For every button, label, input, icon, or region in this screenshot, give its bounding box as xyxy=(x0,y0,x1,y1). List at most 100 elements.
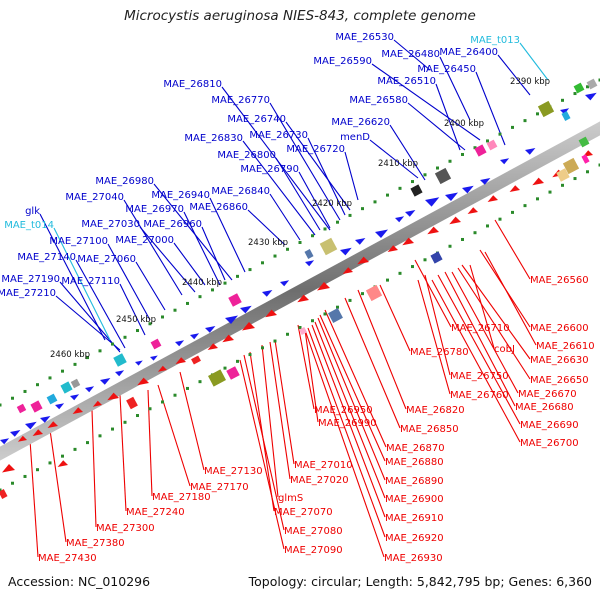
kbp-tick-label: 2390 kbp xyxy=(510,77,550,87)
minus-strand-gene-arrow xyxy=(157,365,167,372)
plus-strand-gene-arrow xyxy=(305,260,315,267)
leader-line xyxy=(424,274,451,376)
feature-box-cyan xyxy=(561,111,571,121)
plus-gene-label: MAE_26860 xyxy=(189,202,248,213)
plus-strand-gene-arrow xyxy=(175,340,185,347)
leader-line xyxy=(494,219,531,280)
tick-dot-outer-minus xyxy=(311,319,314,323)
leader-line xyxy=(209,197,246,273)
tick-dot-outer-plus xyxy=(598,78,600,82)
leader-line xyxy=(91,409,97,528)
minus-gene-label: MAE_26930 xyxy=(384,553,443,564)
leader-line xyxy=(431,279,521,443)
tick-dot-outer-minus xyxy=(0,488,2,492)
feature-box-tan xyxy=(562,157,580,175)
plus-strand-gene-arrow xyxy=(405,210,416,217)
minus-gene-label: MAE_27010 xyxy=(294,460,353,471)
feature-box-gray xyxy=(586,78,598,90)
leader-line xyxy=(311,324,386,518)
tick-dot-outer-plus xyxy=(236,274,239,278)
minus-gene-label: MAE_26680 xyxy=(515,402,574,413)
tick-dot-outer-plus xyxy=(148,322,152,326)
minus-gene-label: MAE_26820 xyxy=(406,405,465,416)
minus-gene-label: MAE_26670 xyxy=(518,389,577,400)
leader-line xyxy=(269,341,291,480)
plus-gene-label: MAE_26790 xyxy=(240,164,299,175)
feature-box-magenta xyxy=(30,400,43,413)
leader-line xyxy=(242,140,316,236)
plus-strand-gene-arrow xyxy=(280,280,290,287)
plus-strand-gene-arrow xyxy=(205,326,216,333)
minus-strand-gene-arrow xyxy=(402,237,414,246)
tick-dot-outer-minus xyxy=(498,217,502,221)
kbp-tick-label: 2450 kbp xyxy=(116,315,156,325)
tick-dot-outer-plus xyxy=(161,315,164,319)
minus-gene-label: MAE_27180 xyxy=(152,492,211,503)
tick-dot-outer-plus xyxy=(423,173,427,177)
tick-dot-outer-minus xyxy=(111,427,114,431)
tick-dot-outer-minus xyxy=(123,420,127,424)
tick-dot-outer-minus xyxy=(198,380,202,384)
feature-box-navy xyxy=(430,251,443,264)
plus-gene-label: MAE_27030 xyxy=(81,219,140,230)
leader-line xyxy=(285,121,351,211)
minus-gene-label: MAE_26950 xyxy=(314,405,373,416)
feature-box-green xyxy=(578,136,590,148)
plus-strand-gene-arrow xyxy=(500,158,510,165)
minus-gene-label: MAE_26630 xyxy=(530,355,589,366)
tick-dot-outer-minus xyxy=(36,468,39,472)
minus-gene-label: cobJ xyxy=(494,344,515,355)
leader-line xyxy=(451,271,519,394)
plus-gene-label: MAE_27040 xyxy=(65,192,124,203)
tick-dot-outer-plus xyxy=(473,146,477,150)
plus-strand-gene-arrow xyxy=(190,333,200,340)
plus-gene-label: MAE_26840 xyxy=(211,186,270,197)
minus-gene-label: MAE_26910 xyxy=(385,513,444,524)
minus-strand-gene-arrow xyxy=(242,322,255,331)
leader-line xyxy=(107,243,151,321)
tick-dot-outer-minus xyxy=(511,210,514,214)
feature-box-magenta xyxy=(16,403,27,414)
tick-dot-outer-plus xyxy=(48,376,52,380)
minus-strand-gene-arrow xyxy=(92,400,102,407)
plus-strand-gene-arrow xyxy=(240,305,252,314)
minus-strand-gene-arrow xyxy=(342,267,353,274)
minus-strand-gene-arrow xyxy=(222,334,234,343)
tick-dot-outer-minus xyxy=(598,163,600,167)
tick-dot-outer-minus xyxy=(336,305,339,309)
plus-gene-label: MAE_27060 xyxy=(77,254,136,265)
plus-gene-label: MAE_26800 xyxy=(217,150,276,161)
feature-box-khaki xyxy=(319,237,338,256)
gene-labels: MAE_26530MAE_26480MAE_26590MAE_26400MAE_… xyxy=(0,32,595,564)
tick-dot-outer-minus xyxy=(223,366,227,370)
minus-strand-gene-arrow xyxy=(427,226,439,235)
tick-dot-outer-minus xyxy=(136,414,139,418)
minus-strand-gene-arrow xyxy=(47,421,58,428)
leader-line xyxy=(173,242,206,286)
tick-dot-outer-plus xyxy=(336,220,339,224)
leader-line xyxy=(239,359,285,550)
tick-dot-outer-plus xyxy=(561,98,564,102)
minus-gene-label: MAE_27430 xyxy=(38,553,97,564)
feature-box-gray xyxy=(70,378,81,389)
plus-gene-label: MAE_27000 xyxy=(115,235,174,246)
tick-dot-outer-minus xyxy=(173,393,177,397)
trna-label: MAE_t013 xyxy=(470,35,520,46)
leader-line xyxy=(261,344,279,498)
tick-dot-outer-plus xyxy=(498,132,502,136)
minus-gene-label: MAE_27380 xyxy=(66,538,125,549)
minus-gene-label: MAE_26890 xyxy=(385,476,444,487)
leader-line xyxy=(53,227,111,341)
tick-dot-outer-plus xyxy=(373,200,377,204)
plus-strand-gene-arrow xyxy=(70,394,80,401)
tick-dot-outer-plus xyxy=(186,301,189,305)
kbp-tick-label: 2420 kbp xyxy=(312,199,352,209)
leader-line xyxy=(344,151,359,201)
plus-gene-label: MAE_26970 xyxy=(125,204,184,215)
leader-line xyxy=(304,329,319,423)
minus-gene-label: MAE_26760 xyxy=(450,390,509,401)
minus-gene-label: MAE_27020 xyxy=(290,475,349,486)
minus-gene-label: MAE_26850 xyxy=(400,424,459,435)
leader-line xyxy=(269,102,341,221)
leader-line xyxy=(119,283,146,336)
